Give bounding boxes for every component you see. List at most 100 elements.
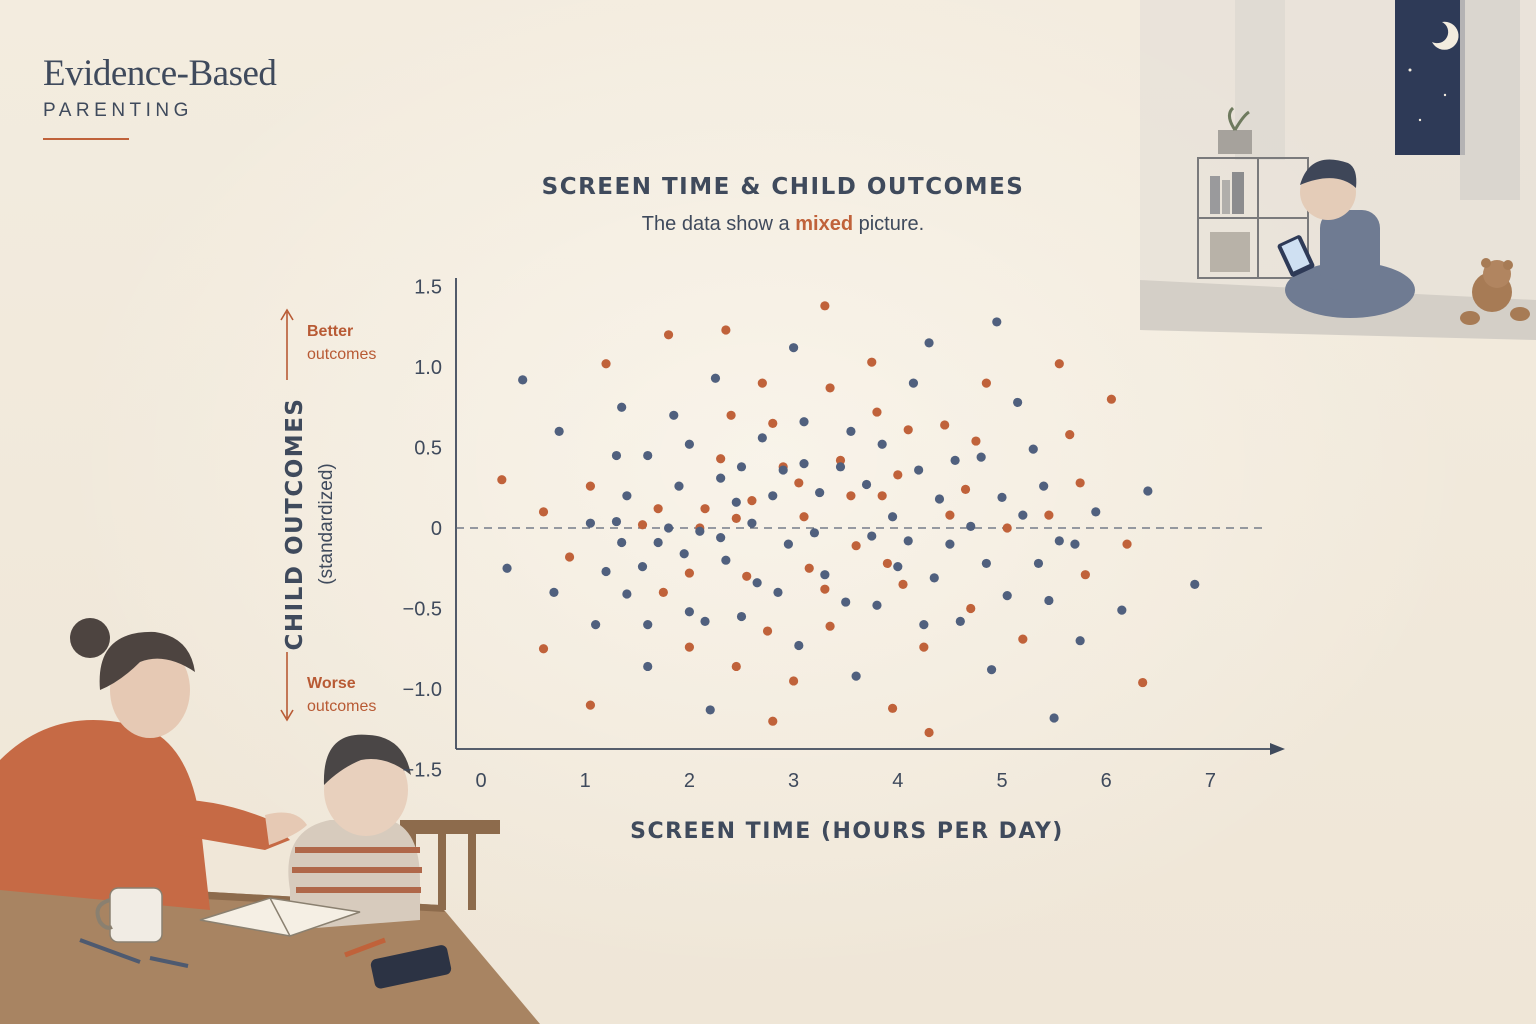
data-point — [841, 597, 851, 607]
brand-subtitle: PARENTING — [43, 100, 193, 121]
x-axis-label: SCREEN TIME (HOURS PER DAY) — [630, 819, 1064, 844]
data-point — [731, 661, 741, 672]
better-label: Better — [307, 323, 353, 340]
x-tick-label: 5 — [996, 770, 1007, 792]
data-point — [789, 343, 799, 353]
data-point — [851, 671, 861, 681]
y-tick-label: 0.5 — [414, 438, 442, 460]
data-point — [1018, 510, 1028, 520]
data-point — [799, 459, 809, 469]
data-point — [794, 478, 804, 488]
data-point — [924, 338, 934, 348]
better-label-sub: outcomes — [307, 346, 376, 363]
data-point — [637, 520, 648, 530]
data-point — [663, 330, 674, 340]
data-point — [778, 465, 788, 475]
y-tick-label: −1.5 — [403, 760, 442, 782]
data-point — [789, 676, 799, 686]
data-point — [867, 531, 877, 541]
data-point — [622, 589, 632, 599]
data-point — [757, 378, 767, 388]
brand-title: Evidence-Based — [43, 53, 277, 94]
data-points — [497, 301, 1200, 738]
data-point — [924, 727, 934, 738]
data-point — [1070, 539, 1080, 549]
data-point — [538, 644, 549, 654]
data-point — [882, 558, 892, 569]
data-point — [1065, 430, 1075, 440]
data-point — [1143, 486, 1153, 496]
data-point — [663, 523, 674, 533]
y-tick-labels: 1.5 1.0 0.5 0 −0.5 −1.0 −1.5 — [403, 277, 442, 782]
data-point — [820, 584, 830, 594]
data-point — [1013, 397, 1023, 408]
data-point — [611, 516, 622, 527]
data-point — [835, 455, 846, 465]
data-point — [768, 716, 778, 726]
x-tick-label: 6 — [1101, 770, 1112, 792]
data-point — [762, 626, 773, 636]
data-point — [601, 566, 611, 577]
data-point — [1075, 478, 1085, 488]
data-point — [1002, 591, 1012, 601]
data-point — [1122, 539, 1132, 549]
data-point — [731, 497, 741, 507]
data-point — [1033, 558, 1044, 569]
y-tick-label: 0 — [431, 518, 442, 540]
data-point — [809, 528, 820, 538]
x-tick-label: 7 — [1205, 770, 1216, 792]
worse-label-sub: outcomes — [307, 698, 376, 715]
data-point — [872, 600, 882, 610]
data-point — [1054, 359, 1064, 369]
worse-outcomes-annotation: Worse outcomes — [280, 652, 376, 722]
data-point — [908, 378, 919, 388]
data-point — [705, 705, 715, 715]
data-point — [731, 513, 741, 523]
data-point — [1044, 595, 1054, 606]
data-point — [684, 439, 695, 449]
data-point — [736, 611, 747, 622]
data-point — [940, 420, 950, 430]
data-point — [716, 473, 726, 483]
data-point — [502, 563, 512, 573]
data-point — [700, 504, 710, 514]
data-point — [981, 378, 991, 388]
data-point — [617, 537, 627, 548]
data-point — [966, 521, 976, 531]
data-point — [585, 481, 596, 491]
data-point — [716, 454, 726, 464]
data-point — [658, 587, 668, 598]
data-point — [976, 452, 986, 462]
x-tick-label: 4 — [892, 770, 903, 792]
subtitle-text-after: picture. — [853, 213, 925, 235]
x-tick-label: 0 — [475, 770, 486, 792]
data-point — [1002, 523, 1012, 533]
data-point — [1091, 507, 1101, 517]
data-point — [887, 703, 898, 713]
data-point — [877, 491, 887, 501]
data-point — [820, 301, 830, 311]
subtitle-text-before: The data show a — [641, 213, 796, 235]
data-point — [825, 621, 835, 631]
data-point — [700, 616, 710, 626]
data-point — [893, 470, 903, 480]
data-point — [919, 642, 929, 652]
data-point — [643, 661, 653, 672]
data-point — [585, 518, 596, 528]
data-point — [1049, 713, 1059, 723]
data-point — [1044, 510, 1054, 520]
x-axis-arrowhead — [1270, 743, 1285, 755]
data-point — [752, 578, 762, 588]
chart-title: SCREEN TIME & CHILD OUTCOMES — [541, 174, 1025, 200]
data-point — [835, 462, 846, 472]
data-point — [794, 640, 804, 651]
y-tick-label: −1.0 — [403, 679, 442, 701]
data-point — [768, 418, 778, 428]
data-point — [867, 357, 877, 367]
x-tick-label: 1 — [580, 770, 591, 792]
y-tick-label: 1.5 — [414, 277, 442, 299]
data-point — [887, 512, 898, 522]
data-point — [919, 620, 929, 630]
data-point — [1054, 536, 1064, 546]
worse-label: Worse — [307, 675, 356, 692]
